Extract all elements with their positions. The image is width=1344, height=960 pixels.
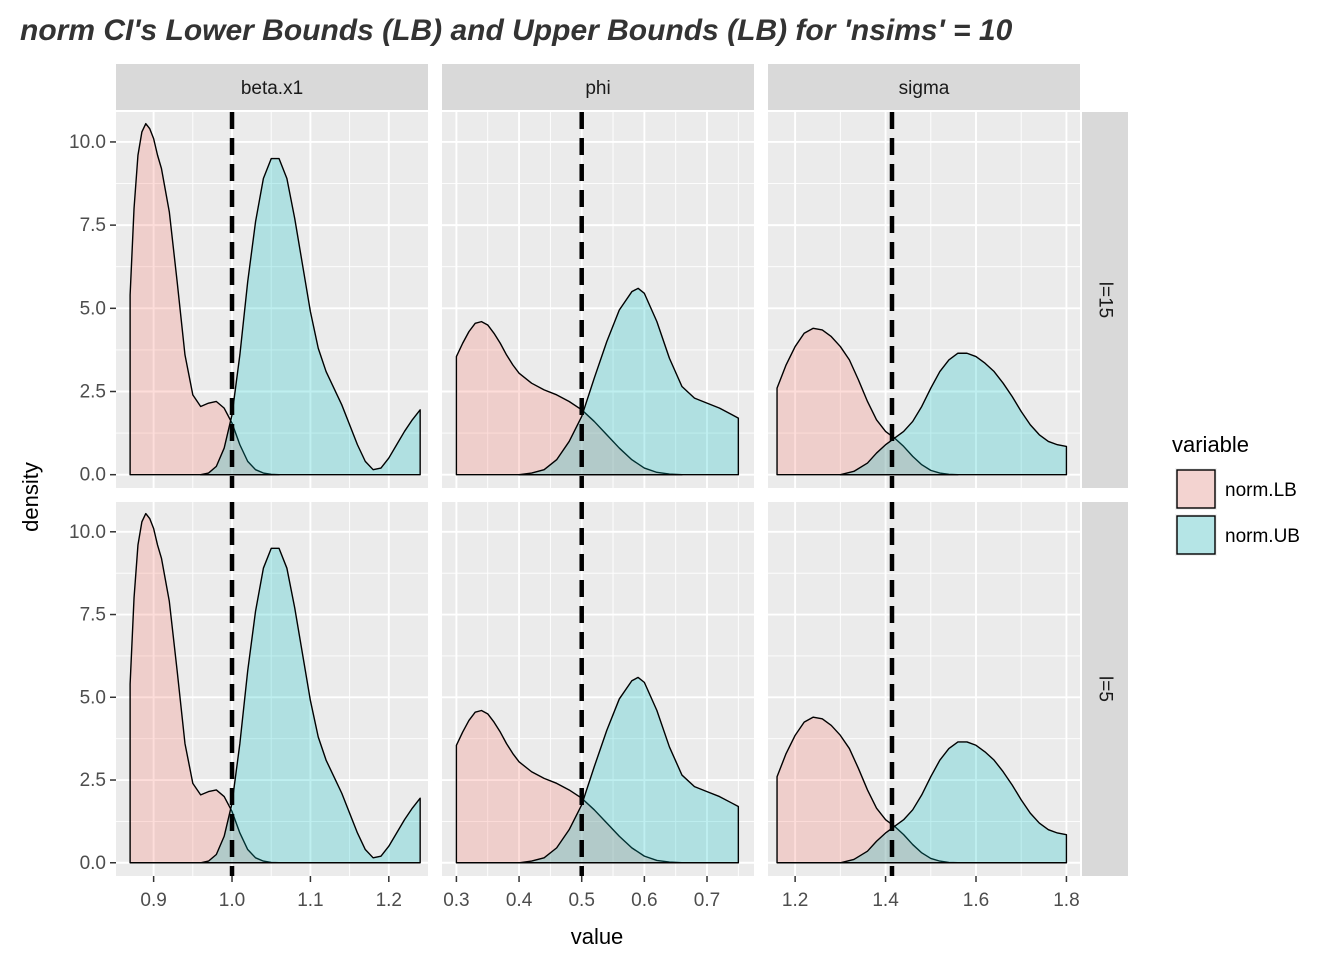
panel-phi-row-0 — [442, 112, 754, 488]
density-area-norm.UB — [518, 676, 740, 864]
legend-title: variable — [1172, 432, 1249, 457]
density-area-norm.LB — [129, 122, 280, 476]
y-tick-label: 0.0 — [80, 853, 106, 874]
density-area-norm.LB — [455, 709, 683, 864]
legend-key-bg — [1175, 514, 1217, 556]
x-axis-title: value — [571, 924, 624, 949]
panel-background — [768, 112, 1080, 488]
facet-row-label: l=5 — [1095, 676, 1116, 702]
x-tick-label: 1.4 — [872, 890, 899, 911]
density-area-norm.LB — [129, 512, 280, 864]
x-tick-label: 0.7 — [694, 890, 720, 911]
density-area-norm.LB — [776, 327, 959, 476]
panel-beta.x1-row-1: 0.0 2.5 5.0 7.5 10.0 0.9 1.0 1.1 1.2 — [69, 502, 428, 911]
legend-key-bg — [1175, 468, 1217, 510]
panel-beta.x1-row-0: 0.0 2.5 5.0 7.5 10.0 — [69, 112, 428, 488]
density-area-norm.LB — [776, 716, 959, 864]
y-axis-title: density — [18, 462, 43, 532]
panel-sigma-row-0 — [768, 112, 1080, 488]
x-tick-label: 0.6 — [631, 890, 657, 911]
legend-label: norm.LB — [1225, 480, 1297, 501]
y-tick-label: 7.5 — [80, 605, 106, 626]
x-tick-label: 0.9 — [140, 890, 166, 911]
density-area-norm.UB — [839, 352, 1068, 476]
facet-strip-row-1 — [1082, 502, 1128, 876]
legend: variable norm.LB norm.UB — [1172, 432, 1300, 556]
density-area-norm.UB — [518, 287, 740, 476]
density-area-norm.UB — [199, 157, 421, 476]
x-tick-label: 1.1 — [297, 890, 323, 911]
x-tick-label: 0.5 — [568, 890, 594, 911]
facet-strip-label: beta.x1 — [241, 78, 303, 99]
x-tick-label: 0.3 — [443, 890, 469, 911]
density-area-norm.LB — [455, 320, 683, 476]
facet-strip-row-0 — [1082, 112, 1128, 488]
facet-strip-label: phi — [585, 78, 610, 99]
y-tick-label: 10.0 — [69, 522, 106, 543]
legend-key-norm.UB — [1176, 515, 1216, 555]
x-tick-label: 1.8 — [1053, 890, 1079, 911]
x-tick-label: 1.0 — [219, 890, 245, 911]
density-area-norm.UB — [839, 741, 1068, 864]
x-tick-label: 1.6 — [963, 890, 989, 911]
facet-strip-beta.x1 — [116, 64, 428, 110]
density-area-norm.UB — [199, 547, 421, 864]
y-tick-label: 10.0 — [69, 132, 106, 153]
panels-layer: beta.x1 phi sigmal=15l=50.02.55.07.510.00.… — [69, 64, 1128, 911]
chart-title: norm CI's Lower Bounds (LB) and Upper Bo… — [20, 14, 1013, 47]
legend-entries: norm.LB norm.UB — [1175, 468, 1300, 556]
facet-strip-sigma — [768, 64, 1080, 110]
panel-background — [768, 502, 1080, 876]
panel-background — [116, 502, 428, 876]
panel-phi-row-1: 0.3 0.4 0.5 0.6 0.7 — [442, 502, 754, 911]
y-tick-label: 7.5 — [80, 215, 106, 236]
y-tick-label: 2.5 — [80, 382, 106, 403]
legend-label: norm.UB — [1225, 526, 1300, 547]
facet-strip-label: sigma — [899, 78, 950, 99]
y-tick-label: 5.0 — [80, 298, 106, 319]
y-tick-label: 5.0 — [80, 687, 106, 708]
x-tick-label: 1.2 — [782, 890, 808, 911]
panel-sigma-row-1: 1.2 1.4 1.6 1.8 — [768, 502, 1080, 911]
x-tick-label: 0.4 — [506, 890, 533, 911]
y-tick-label: 2.5 — [80, 770, 106, 791]
x-tick-label: 1.2 — [376, 890, 402, 911]
y-tick-label: 0.0 — [80, 465, 106, 486]
panel-background — [116, 112, 428, 488]
facet-row-label: l=15 — [1095, 282, 1116, 318]
facet-strip-phi — [442, 64, 754, 110]
legend-key-norm.LB — [1176, 469, 1216, 509]
